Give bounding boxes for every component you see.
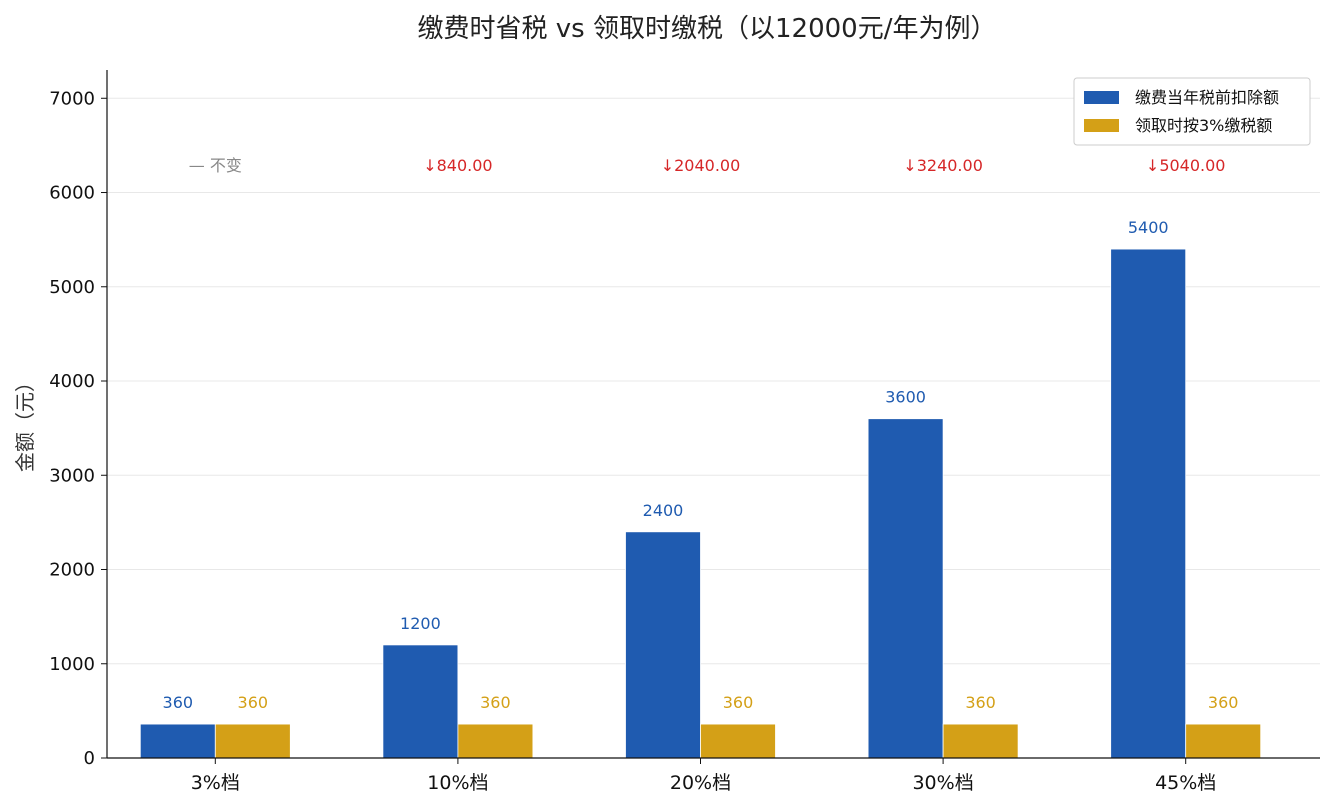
- bar-value-label: 360: [480, 693, 511, 712]
- bar-tax-0: [214, 723, 291, 759]
- bar-value-label: 360: [723, 693, 754, 712]
- x-tick-label: 3%档: [191, 772, 240, 794]
- y-tick-label: 3000: [49, 465, 95, 486]
- value-labels-layer: 360 360 1200 360 2400 360 3600 360 5400 360: [163, 218, 1239, 712]
- bar-deduction-0: [139, 723, 216, 759]
- bar-value-label: 1200: [400, 614, 441, 633]
- bar-value-label: 2400: [643, 501, 684, 520]
- legend-swatch: [1084, 119, 1119, 132]
- bar-value-label: 360: [1208, 693, 1239, 712]
- bar-tax-3: [942, 723, 1019, 759]
- axes-layer: 0 1000 2000 3000 4000 5000 6000 7000 3%档 10%档 20%档…: [49, 70, 1320, 794]
- tax-saving-annotation: — 不变: [189, 156, 242, 175]
- legend-label: 缴费当年税前扣除额: [1135, 88, 1279, 107]
- x-tick-label: 45%档: [1155, 772, 1216, 794]
- x-tick-label: 10%档: [427, 772, 488, 794]
- x-tick-label: 20%档: [670, 772, 731, 794]
- y-tick-label: 6000: [49, 183, 95, 204]
- legend-swatch: [1084, 91, 1119, 104]
- bar-value-label: 5400: [1128, 218, 1169, 237]
- y-tick-label: 0: [84, 748, 95, 769]
- bars-layer: [139, 248, 1262, 759]
- annotations-layer: — 不变 ↓840.00 ↓2040.00 ↓3240.00 ↓5040.00: [189, 156, 1226, 175]
- tax-saving-annotation: ↓840.00: [423, 156, 492, 175]
- x-tick-label: 30%档: [912, 772, 973, 794]
- y-tick-label: 2000: [49, 560, 95, 581]
- bar-value-label: 360: [163, 693, 194, 712]
- legend-box: [1073, 77, 1311, 146]
- tax-saving-annotation: ↓2040.00: [661, 156, 741, 175]
- bar-tax-1: [457, 723, 534, 759]
- bar-tax-4: [1185, 723, 1262, 759]
- bar-deduction-3: [867, 418, 944, 759]
- bar-value-label: 360: [965, 693, 996, 712]
- y-tick-label: 5000: [49, 277, 95, 298]
- bar-value-label: 360: [238, 693, 269, 712]
- bar-deduction-4: [1110, 248, 1187, 759]
- y-tick-label: 7000: [49, 88, 95, 109]
- grid-lines: [107, 97, 1320, 665]
- legend-label: 领取时按3%缴税额: [1135, 116, 1272, 135]
- tax-saving-annotation: ↓3240.00: [903, 156, 983, 175]
- bar-deduction-2: [625, 531, 701, 759]
- bar-value-label: 3600: [885, 388, 926, 407]
- chart-title: 缴费时省税 vs 领取时缴税（以12000元/年为例）: [418, 14, 997, 44]
- bar-tax-2: [700, 723, 776, 759]
- y-tick-label: 4000: [49, 371, 95, 392]
- bar-deduction-1: [382, 644, 459, 759]
- y-tick-label: 1000: [49, 654, 95, 675]
- tax-saving-annotation: ↓5040.00: [1146, 156, 1226, 175]
- y-axis-label: 金额（元）: [13, 372, 37, 472]
